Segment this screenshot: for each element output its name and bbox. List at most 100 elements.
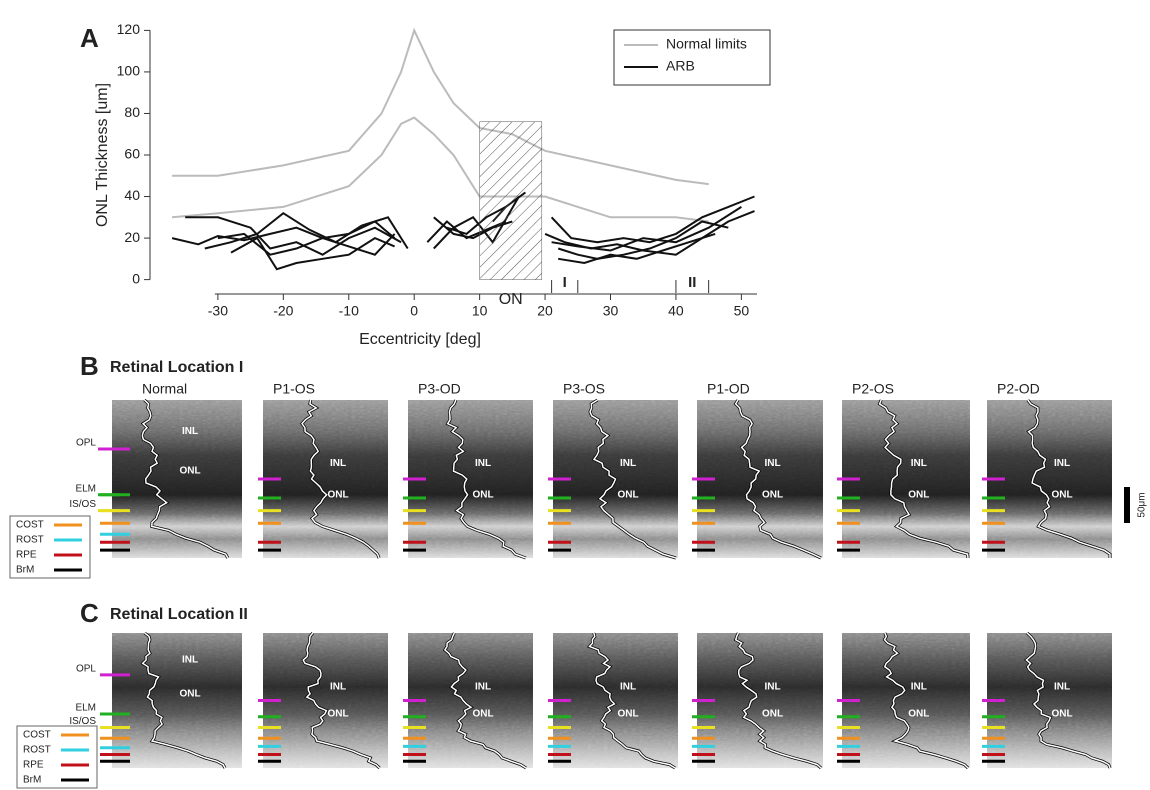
- band-label: ONL: [327, 709, 348, 720]
- band-label: ONL: [908, 709, 929, 720]
- oct-speckle: [842, 400, 970, 558]
- layer-legend-label: RPE: [23, 760, 44, 771]
- x-tick-label: -30: [208, 303, 228, 319]
- profile: [878, 399, 969, 559]
- oct-image: INL ONL: [837, 399, 970, 559]
- band-label: INL: [1054, 682, 1070, 693]
- oct-speckle: [112, 400, 242, 558]
- band-label: ONL: [179, 466, 200, 477]
- band-label: INL: [475, 458, 491, 469]
- band-label: INL: [182, 426, 198, 437]
- layer-legend-label: RPE: [16, 550, 37, 561]
- panel-letter: A: [80, 23, 99, 53]
- y-tick-label: 80: [124, 104, 140, 120]
- oct-image: INL ONL: [548, 398, 678, 560]
- layer-legend-label: ROST: [16, 535, 44, 546]
- panel-title: Retinal Location I: [110, 359, 243, 376]
- x-tick-label: 20: [537, 303, 553, 319]
- band-label: INL: [911, 682, 927, 693]
- on-label: ON: [499, 291, 523, 308]
- band-label: ONL: [179, 688, 200, 699]
- oct-image: INL ONL: [837, 632, 970, 770]
- panel-letter: B: [80, 351, 99, 381]
- location-label: I: [563, 274, 567, 291]
- profile: [301, 399, 380, 559]
- scale-bar: [1124, 487, 1130, 523]
- band-label: INL: [620, 458, 636, 469]
- image-label: P3-OS: [563, 381, 605, 397]
- profile: [883, 632, 969, 769]
- oct-speckle: [987, 400, 1112, 558]
- band-label: ONL: [1051, 489, 1072, 500]
- profile: [302, 632, 381, 769]
- series-line: [172, 116, 709, 223]
- oct-image: INL ONL: [258, 399, 388, 559]
- oct-image: INL ONL: [100, 631, 242, 769]
- oct-speckle: [987, 633, 1112, 768]
- image-label: Normal: [142, 381, 187, 397]
- band-label: ONL: [472, 709, 493, 720]
- band-label: ONL: [472, 489, 493, 500]
- profile: [141, 632, 226, 769]
- x-tick-label: 50: [734, 303, 750, 319]
- band-label: INL: [620, 682, 636, 693]
- oct-speckle: [408, 633, 533, 768]
- band-label: INL: [1054, 458, 1070, 469]
- profile: [588, 632, 676, 769]
- band-label: INL: [182, 655, 198, 666]
- band-label: INL: [330, 458, 346, 469]
- profile: [734, 632, 822, 769]
- panel-title: Retinal Location II: [110, 606, 248, 623]
- profile: [589, 399, 677, 559]
- layer-legend-label: COST: [16, 520, 44, 531]
- panel-letter: C: [80, 598, 99, 628]
- oct-speckle: [697, 400, 823, 558]
- oct-image: INL ONL: [692, 632, 823, 770]
- image-label: P2-OD: [997, 381, 1040, 397]
- oct-image: INL ONL: [548, 632, 678, 770]
- band-label: ONL: [1051, 709, 1072, 720]
- image-label: P1-OS: [273, 381, 315, 397]
- series-line: [171, 206, 755, 256]
- band-label: INL: [765, 682, 781, 693]
- profile: [446, 399, 527, 559]
- scale-bar-label: 50μm: [1137, 492, 1148, 517]
- legend-label: ARB: [666, 58, 695, 74]
- location-label: II: [688, 274, 696, 291]
- layer-legend-box: [16, 725, 98, 789]
- layer-label: OPL: [76, 438, 96, 449]
- layer-legend-label: COST: [23, 730, 51, 741]
- band-label: ONL: [762, 489, 783, 500]
- oct-image: INL ONL: [692, 399, 823, 560]
- oct-image: INL ONL: [403, 632, 533, 770]
- y-tick-label: 100: [117, 63, 141, 79]
- image-label: P2-OS: [852, 381, 894, 397]
- image-label: P3-OD: [418, 381, 461, 397]
- x-axis-label: Eccentricity [deg]: [359, 331, 481, 348]
- y-tick-label: 0: [132, 270, 140, 286]
- profile: [443, 632, 527, 769]
- y-tick-label: 40: [124, 187, 140, 203]
- layer-legend-label: ROST: [23, 745, 51, 756]
- profile: [1027, 399, 1111, 558]
- band-label: ONL: [327, 489, 348, 500]
- oct-speckle: [408, 400, 533, 558]
- oct-speckle: [263, 400, 388, 558]
- layer-label: IS/OS: [69, 499, 96, 510]
- oct-speckle: [553, 633, 678, 768]
- x-tick-label: 40: [668, 303, 684, 319]
- layer-label: OPL: [76, 663, 96, 674]
- layer-legend-label: BrM: [23, 775, 41, 786]
- x-tick-label: -20: [273, 303, 293, 319]
- oct-image: INL ONL: [982, 631, 1112, 769]
- y-tick-label: 120: [117, 21, 141, 37]
- series-line: [172, 27, 709, 186]
- layer-label: ELM: [75, 483, 96, 494]
- on-region: [479, 121, 543, 280]
- y-tick-label: 20: [124, 229, 140, 245]
- oct-speckle: [697, 633, 823, 768]
- profile: [734, 399, 822, 559]
- oct-image: INL ONL: [100, 398, 242, 559]
- profile: [1025, 632, 1111, 769]
